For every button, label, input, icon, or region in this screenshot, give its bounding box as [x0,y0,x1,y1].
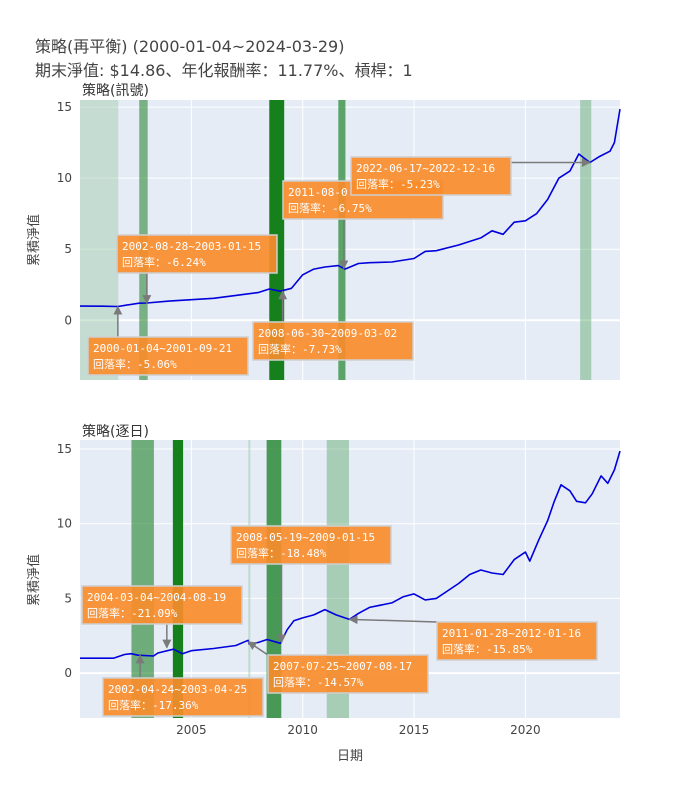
x-tick-label: 2005 [176,723,207,737]
drawdown-annotation: 2002-04-24~2003-04-25 回落率：-17.36% [102,654,264,717]
annotation-box [230,525,392,565]
annotation-drawdown: 回落率：-6.24% [122,255,206,269]
nav-series-line [80,450,621,659]
annotation-drawdown: 回落率：-7.73% [258,342,342,356]
drawdown-band [131,440,154,718]
y-axis-title: 累積淨值 [26,554,42,606]
y-tick-label: 15 [57,100,72,114]
annotation-period: 2008-05-19~2009-01-15 [236,531,375,544]
y-tick-label: 10 [57,171,72,185]
annotation-drawdown: 回落率：-18.48% [236,546,327,560]
annotation-period: 2004-03-04~2004-08-19 [87,591,226,604]
y-tick-label: 10 [57,517,72,531]
annotation-box [116,234,278,274]
annotation-period: 2011-01-28~2012-01-16 [442,627,581,640]
drawdown-annotation: 2011-08-0 回落率：-6.75% [282,180,444,270]
y-tick-label: 15 [57,442,72,456]
drawdown-band [580,100,592,380]
drawdown-band [326,440,349,718]
drawdown-band [248,440,251,718]
annotation-period: 2011-08-0 [288,186,348,199]
annotation-period: 2022-06-17~2022-12-16 [356,162,495,175]
annotation-box [267,654,429,694]
y-tick-label: 0 [64,313,72,327]
annotation-drawdown: 回落率：-17.36% [108,698,199,712]
drawdown-annotation: 2008-05-19~2009-01-15 回落率：-18.48% [230,525,392,644]
drawdown-band [80,100,119,380]
y-tick-label: 0 [64,666,72,680]
annotation-box [252,321,414,361]
annotation-arrow [348,615,438,625]
annotation-box [102,677,264,717]
chart-subtitle: 策略(訊號) [82,82,149,99]
annotation-drawdown: 回落率：-6.75% [288,201,372,215]
annotation-period: 2002-08-28~2003-01-15 [122,240,261,253]
drawdown-annotation: 2011-01-28~2012-01-16 回落率：-15.85% [348,615,598,661]
drawdown-annotation: 2007-07-25~2007-08-17 回落率：-14.57% [247,641,429,694]
x-tick-label: 2015 [399,723,430,737]
annotation-period: 2000-01-04~2001-09-21 [93,342,232,355]
annotation-period: 2007-07-25~2007-08-17 [273,660,412,673]
annotation-drawdown: 回落率：-15.85% [442,642,533,656]
drawdown-annotation: 2022-06-17~2022-12-16 回落率：-5.23% [350,156,591,196]
drawdown-band [172,440,184,718]
annotation-box [436,621,598,661]
annotation-box [350,156,512,196]
drawdown-annotation: 2004-03-04~2004-08-19 回落率：-21.09% [81,585,243,649]
figure-title: 策略(再平衡) (2000-01-04~2024-03-29) [35,37,345,56]
drawdown-band [266,440,282,718]
x-tick-label: 2010 [287,723,318,737]
x-axis-title: 日期 [337,749,363,764]
drawdown-annotation: 2000-01-04~2001-09-21 回落率：-5.06% [87,305,249,376]
drawdown-annotation: 2002-08-28~2003-01-15 回落率：-6.24% [116,234,278,305]
annotation-period: 2008-06-30~2009-03-02 [258,327,397,340]
annotation-period: 2002-04-24~2003-04-25 [108,683,247,696]
y-tick-label: 5 [64,242,72,256]
y-tick-label: 5 [64,591,72,605]
chart-panel-1: 0 5 10 15 策略(訊號) 累積淨值 2000-01-04~2001-09-21 回落率… [26,82,621,380]
annotation-drawdown: 回落率：-21.09% [87,606,178,620]
annotation-drawdown: 回落率：-5.06% [93,357,177,371]
nav-series-line [79,108,621,308]
drawdown-annotation: 2008-06-30~2009-03-02 回落率：-7.73% [252,290,414,361]
annotation-box [87,336,249,376]
drawdown-band [338,100,346,380]
figure-summary: 期末淨值: $14.86、年化報酬率：11.77%、槓桿：1 [35,61,413,80]
annotation-arrow [247,641,269,656]
chart-subtitle: 策略(逐日) [82,423,149,440]
annotation-drawdown: 回落率：-5.23% [356,177,440,191]
annotation-box [81,585,243,625]
x-tick-label: 2020 [510,723,541,737]
y-axis-title: 累積淨值 [26,214,42,266]
annotation-drawdown: 回落率：-14.57% [273,675,364,689]
